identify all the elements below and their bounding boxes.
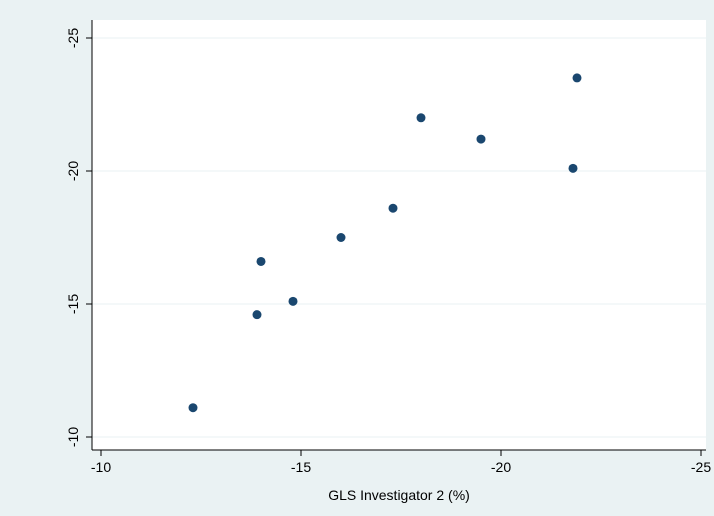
x-axis-ticks: -10 -15 -20 -25 xyxy=(91,450,711,475)
y-tick-label: -25 xyxy=(65,28,81,48)
x-axis-title: GLS Investigator 2 (%) xyxy=(328,487,470,503)
data-point xyxy=(256,256,266,266)
x-tick-label: -25 xyxy=(691,459,711,475)
data-point xyxy=(336,233,346,242)
y-axis-ticks: -10 -15 -20 -25 xyxy=(65,28,92,447)
data-points xyxy=(188,73,582,413)
data-point xyxy=(288,296,298,306)
y-tick-label: -20 xyxy=(65,161,81,181)
data-point xyxy=(572,73,582,83)
data-point xyxy=(568,163,578,173)
x-tick-label: -20 xyxy=(491,459,511,475)
data-point xyxy=(476,134,486,144)
data-point xyxy=(188,403,198,413)
data-point xyxy=(388,203,398,213)
y-tick-label: -10 xyxy=(65,427,81,447)
x-tick-label: -10 xyxy=(91,459,111,475)
grid-lines xyxy=(92,37,706,438)
data-point xyxy=(252,310,262,320)
plot-area xyxy=(92,20,706,450)
y-tick-label: -15 xyxy=(65,294,81,314)
data-point xyxy=(416,113,426,123)
x-tick-label: -15 xyxy=(291,459,311,475)
